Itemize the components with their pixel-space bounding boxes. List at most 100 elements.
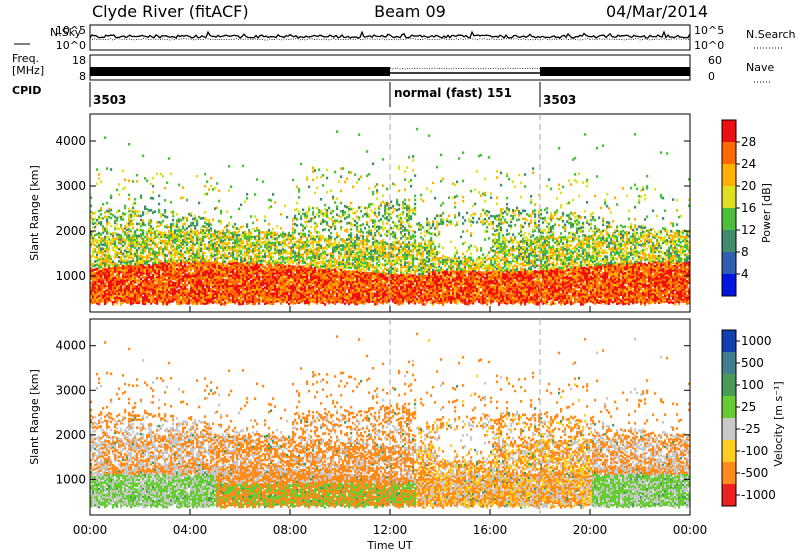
power-cell — [320, 176, 322, 179]
power-cell — [160, 274, 162, 277]
power-cell — [322, 257, 324, 260]
power-cell — [344, 205, 346, 208]
power-cell — [340, 210, 342, 213]
power-cell — [148, 248, 150, 251]
power-cell — [336, 260, 338, 263]
freq-band-2 — [540, 67, 690, 76]
power-cell — [118, 260, 120, 263]
power-cell — [94, 264, 96, 267]
power-cell — [198, 236, 200, 239]
power-cell — [150, 243, 152, 246]
power-cell — [96, 183, 98, 186]
power-cell — [264, 266, 266, 269]
power-cell — [142, 211, 144, 214]
power-cell — [332, 242, 334, 245]
power-cell — [202, 247, 204, 250]
power-cell — [212, 233, 214, 236]
power-cell — [118, 264, 120, 267]
power-cell — [302, 213, 304, 216]
power-cell — [124, 205, 126, 208]
power-cell — [320, 291, 322, 294]
power-cell — [164, 231, 166, 234]
power-cell — [292, 256, 294, 259]
power-cell — [248, 243, 250, 246]
power-cell — [344, 217, 346, 220]
power-cell — [358, 231, 360, 234]
power-cell — [274, 276, 276, 279]
power-cell — [280, 227, 282, 230]
power-cell — [256, 253, 258, 256]
power-cell — [136, 285, 138, 288]
freq-panel: Freq. [MHz] 18 8 60 0 Nave — [12, 52, 774, 83]
power-cell — [330, 218, 332, 221]
power-cell — [106, 269, 108, 272]
power-cell — [370, 229, 372, 232]
power-cell — [100, 237, 102, 240]
power-cell — [168, 230, 170, 233]
power-cell — [240, 250, 242, 253]
power-cell — [128, 208, 130, 211]
power-cell — [216, 247, 218, 250]
power-cell — [316, 270, 318, 273]
power-cell — [100, 270, 102, 273]
power-cell — [290, 234, 292, 237]
power-cell — [206, 227, 208, 230]
power-cell — [182, 239, 184, 242]
power-cell — [262, 259, 264, 262]
power-cell — [136, 279, 138, 282]
power-cell — [340, 238, 342, 241]
power-cell — [362, 235, 364, 238]
power-cell — [142, 155, 144, 158]
power-cell — [374, 299, 376, 302]
power-cell — [104, 248, 106, 251]
power-cell — [216, 207, 218, 210]
power-cell — [162, 248, 164, 251]
power-cell — [238, 228, 240, 231]
power-cell — [226, 243, 228, 246]
power-cell — [254, 215, 256, 218]
power-cell — [244, 245, 246, 248]
power-cell — [256, 227, 258, 230]
power-cell — [358, 216, 360, 219]
power-cell — [96, 219, 98, 222]
power-cell — [294, 265, 296, 268]
power-cell — [234, 272, 236, 275]
power-cell — [158, 241, 160, 244]
power-cell — [198, 232, 200, 235]
power-cell — [192, 218, 194, 221]
power-cell — [366, 175, 368, 178]
power-cell — [160, 221, 162, 224]
power-cell — [110, 255, 112, 258]
power-cell — [366, 207, 368, 210]
power-cell — [320, 245, 322, 248]
power-cell — [136, 249, 138, 252]
power-cell — [196, 175, 198, 178]
power-cell — [214, 187, 216, 190]
power-cell — [342, 210, 344, 213]
power-cell — [302, 209, 304, 212]
power-cell — [152, 248, 154, 251]
power-cell — [380, 202, 382, 205]
power-cell — [374, 185, 376, 188]
power-cell — [348, 171, 350, 174]
power-cell — [158, 237, 160, 240]
power-cell — [280, 241, 282, 244]
power-cell — [368, 262, 370, 265]
power-cell — [244, 231, 246, 234]
power-cell — [116, 227, 118, 230]
power-cell — [282, 246, 284, 249]
power-cell — [98, 258, 100, 261]
power-cell — [310, 232, 312, 235]
power-cell — [114, 262, 116, 265]
power-cell — [104, 136, 106, 139]
power-cell — [336, 266, 338, 269]
power-cell — [322, 269, 324, 272]
power-cell — [256, 298, 258, 301]
power-cell — [338, 251, 340, 254]
power-cell — [128, 228, 130, 231]
power-cell — [312, 166, 314, 169]
power-cell — [238, 238, 240, 241]
power-cell — [104, 215, 106, 218]
power-cell — [222, 254, 224, 257]
power-cell — [206, 233, 208, 236]
